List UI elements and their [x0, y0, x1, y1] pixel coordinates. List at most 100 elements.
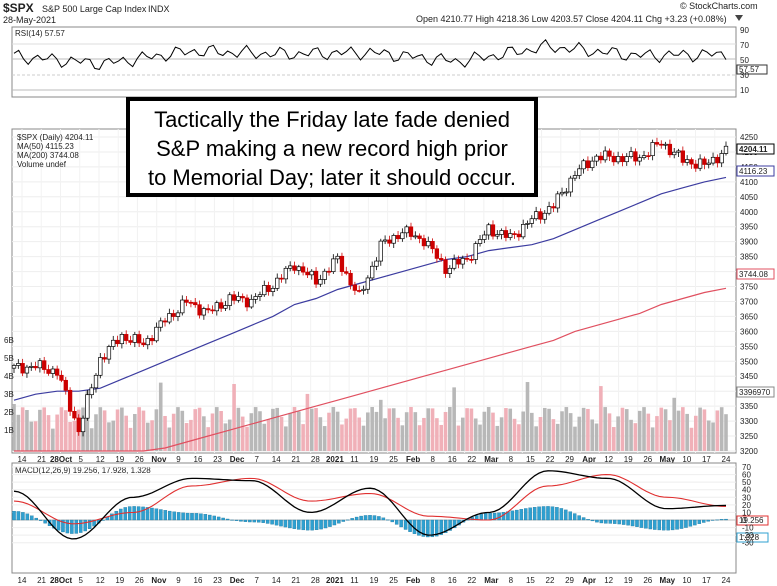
volume-bar — [378, 399, 383, 451]
macd-hist-bar — [225, 518, 230, 521]
macd-hist-bar — [297, 519, 301, 530]
macd-hist-bar — [127, 506, 132, 521]
candle-body — [564, 191, 569, 194]
candle-body — [598, 155, 604, 161]
volume-bar — [240, 416, 245, 451]
macd-hist-bar — [697, 519, 702, 524]
volume-bar — [288, 412, 292, 451]
volume-bar — [387, 408, 392, 451]
volume-bar — [633, 423, 638, 451]
candle-body — [175, 312, 181, 317]
volume-bar — [409, 407, 413, 451]
volume-tag — [736, 386, 775, 398]
volume-bar — [521, 411, 525, 451]
candle-body — [214, 302, 219, 312]
hist-tag — [736, 532, 769, 543]
x-axis-label: 8 — [430, 455, 435, 464]
volume-bar — [89, 428, 94, 451]
macd-tick-label: 0 — [742, 516, 747, 525]
candle-body — [697, 158, 703, 169]
volume-bar — [724, 414, 728, 451]
candle-body — [128, 340, 133, 343]
macd-line — [13, 470, 727, 540]
x-axis-label: 28Oct — [50, 576, 73, 585]
macd-hist-bar — [439, 519, 443, 535]
price-tag-text: 4204.11 — [739, 145, 768, 154]
candle-body — [464, 258, 470, 260]
macd-tick-label: 70 — [742, 463, 751, 472]
macd-hist-bar — [452, 519, 457, 529]
rsi-label: RSI(14) 57.57 — [15, 29, 65, 38]
volume-bar — [607, 413, 612, 451]
symbol-title: $SPX — [3, 1, 34, 15]
volume-bar — [711, 422, 715, 451]
macd-hist-bar — [390, 519, 394, 523]
volume-bar — [698, 407, 702, 451]
macd-tick-label: -30 — [742, 539, 754, 548]
x-axis-label: 19 — [115, 576, 124, 585]
macd-hist-bar — [136, 506, 141, 521]
volume-bar — [232, 383, 236, 451]
x-axis-label: 19 — [624, 455, 633, 464]
volume-bar — [655, 416, 659, 451]
x-axis-label: Apr — [582, 576, 596, 585]
candle-body — [322, 270, 327, 280]
volume-bar — [383, 418, 387, 451]
volume-bar — [46, 415, 51, 451]
volume-bar — [141, 410, 146, 451]
price-tick-label: 3300 — [740, 417, 758, 426]
annotation-box: Tactically the Friday late fade denied S… — [126, 97, 538, 197]
volume-tag-text: 3396970 — [739, 388, 771, 397]
volume-bar — [305, 393, 310, 451]
rsi-value-tag — [736, 64, 768, 75]
x-axis-label: 23 — [213, 576, 222, 585]
annotation-line-2: S&P making a new record high prior — [156, 136, 508, 161]
macd-tick-label: -20 — [742, 531, 754, 540]
macd-hist-bar — [488, 513, 492, 521]
x-axis-label: 29 — [565, 576, 574, 585]
x-axis-label: Nov — [151, 576, 167, 585]
x-axis-label: 15 — [526, 455, 535, 464]
macd-hist-bar — [653, 519, 657, 530]
x-axis-label: 22 — [467, 455, 476, 464]
macd-hist-bar — [386, 519, 390, 521]
macd-hist-bar — [283, 519, 288, 528]
candle-body — [693, 163, 698, 169]
candle-body — [80, 417, 86, 433]
price-tick-label: 4250 — [740, 133, 758, 142]
macd-hist-bar — [719, 519, 724, 521]
rsi-tick-label: 70 — [740, 41, 749, 50]
macd-hist-bar — [590, 519, 595, 522]
candle-body — [37, 360, 43, 369]
volume-bar — [210, 413, 215, 451]
macd-hist-bar — [256, 519, 261, 523]
volume-bar — [396, 417, 400, 451]
x-axis-label: 14 — [18, 576, 27, 585]
volume-bar — [249, 413, 254, 451]
candle-body — [249, 298, 254, 308]
x-axis-label: 23 — [213, 455, 222, 464]
macd-hist-bar — [679, 519, 684, 529]
volume-bar — [430, 408, 435, 451]
volume-bar — [145, 422, 150, 451]
macd-hist-bar — [119, 508, 123, 521]
macd-hist-bar — [559, 508, 564, 521]
candle-body — [607, 150, 612, 157]
candle-body — [568, 177, 573, 193]
rsi-tick-label: 90 — [740, 26, 749, 35]
macd-hist-bar — [150, 507, 154, 521]
candle-body — [145, 338, 150, 346]
macd-hist-bar — [123, 507, 128, 521]
macd-tick-label: -10 — [742, 524, 754, 533]
macd-hist-bar — [243, 519, 248, 522]
scroll-down-icon[interactable] — [735, 15, 743, 21]
macd-hist-bar — [715, 519, 719, 521]
candle-body — [244, 297, 250, 308]
legend-volume: Volume undef — [17, 160, 67, 169]
macd-hist-bar — [617, 519, 621, 525]
volume-bar — [20, 407, 25, 451]
price-tick-label: 3450 — [740, 372, 758, 381]
x-axis-label: 12 — [604, 455, 613, 464]
candle-body — [512, 233, 517, 235]
candle-body — [413, 235, 418, 238]
